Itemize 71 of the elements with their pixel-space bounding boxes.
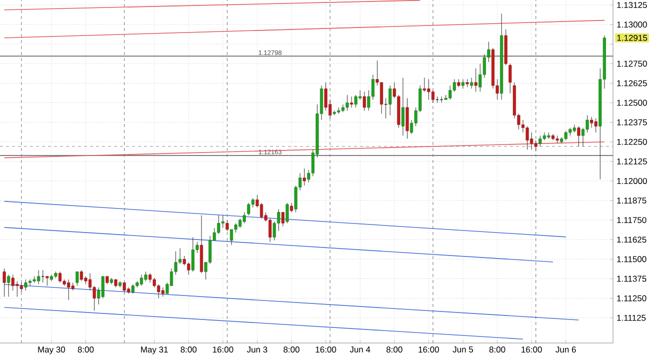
y-tick-label: 1.13125: [617, 2, 647, 8]
candlestick: [590, 116, 594, 128]
candlestick: [101, 276, 104, 299]
candlestick: [470, 77, 474, 89]
candlestick: [586, 115, 589, 133]
x-tick-label: 8:00: [78, 346, 94, 353]
x-tick-label: 8:00: [386, 346, 402, 353]
candlestick: [46, 276, 49, 286]
candlestick: [431, 90, 434, 104]
candlestick: [572, 124, 576, 133]
y-tick-label: 1.12500: [617, 100, 647, 106]
candlestick: [286, 202, 289, 224]
candlestick: [594, 118, 598, 133]
y-tick-label: 1.12625: [617, 80, 647, 86]
candlestick: [350, 96, 354, 108]
x-tick-label: 16:00: [418, 346, 439, 353]
candlestick: [24, 279, 28, 291]
y-tick-label: 1.11375: [617, 276, 646, 282]
candlestick: [534, 140, 538, 152]
x-tick-label: 8:00: [489, 346, 506, 353]
y-tick-label: 1.11500: [617, 256, 646, 262]
y-tick-label: 1.11250: [617, 295, 646, 302]
candlestick: [2, 268, 6, 297]
x-tick-label: 16:00: [316, 346, 336, 353]
y-tick-label: 1.12750: [617, 60, 647, 67]
candlestick: [242, 212, 246, 224]
y-tick-label: 1.11625: [617, 236, 646, 243]
y-tick-label: 1.13000: [617, 22, 647, 28]
x-tick-label: May 30: [38, 346, 66, 354]
candlestick: [538, 135, 542, 147]
x-tick-label: Jun 3: [246, 346, 268, 353]
candlestick: [247, 202, 250, 216]
y-tick-label: 1.11875: [617, 198, 646, 204]
y-tick-label: 1.11125: [617, 314, 646, 321]
candlestick: [401, 77, 404, 136]
candlestick: [577, 126, 580, 147]
candlestick: [362, 92, 366, 111]
x-tick-label: 8:00: [180, 346, 197, 353]
y-tick-label: 1.12125: [617, 158, 647, 164]
candlestick: [302, 168, 306, 186]
x-tick-label: Jun 5: [452, 346, 474, 352]
y-tick-label: 1.12000: [617, 178, 647, 184]
candlestick: [406, 98, 409, 139]
candlestick: [76, 271, 79, 286]
candlestick: [551, 134, 555, 141]
candlestick: [144, 271, 148, 282]
x-tick-label: 16:00: [212, 346, 234, 353]
candlestick: [290, 202, 294, 212]
x-tick-label: 8:00: [284, 346, 300, 353]
candlestick: [474, 68, 478, 92]
candlestick: [461, 79, 464, 89]
candlestick: [20, 282, 23, 292]
x-tick-label: Jun 4: [350, 346, 370, 352]
candlestick: [260, 202, 264, 219]
candlestick: [28, 279, 32, 286]
candlestick: [161, 287, 164, 297]
y-tick-label: 1.12250: [617, 138, 647, 145]
candlestick: [508, 63, 512, 94]
candlestick: [118, 280, 122, 288]
candlestick: [58, 271, 62, 283]
text: 1.12915: [617, 34, 648, 41]
candlestick: [226, 220, 229, 232]
candlestick: [388, 85, 392, 116]
candlestick: [281, 212, 284, 227]
candlestick: [7, 274, 10, 297]
y-tick-label: 1.12375: [617, 119, 647, 126]
x-tick-label: Jun 6: [556, 346, 576, 353]
x-tick-label: 16:00: [522, 346, 542, 353]
x-tick-label: May 31: [141, 346, 168, 354]
y-tick-label: 1.11750: [617, 217, 646, 224]
candlestick: [148, 272, 152, 283]
